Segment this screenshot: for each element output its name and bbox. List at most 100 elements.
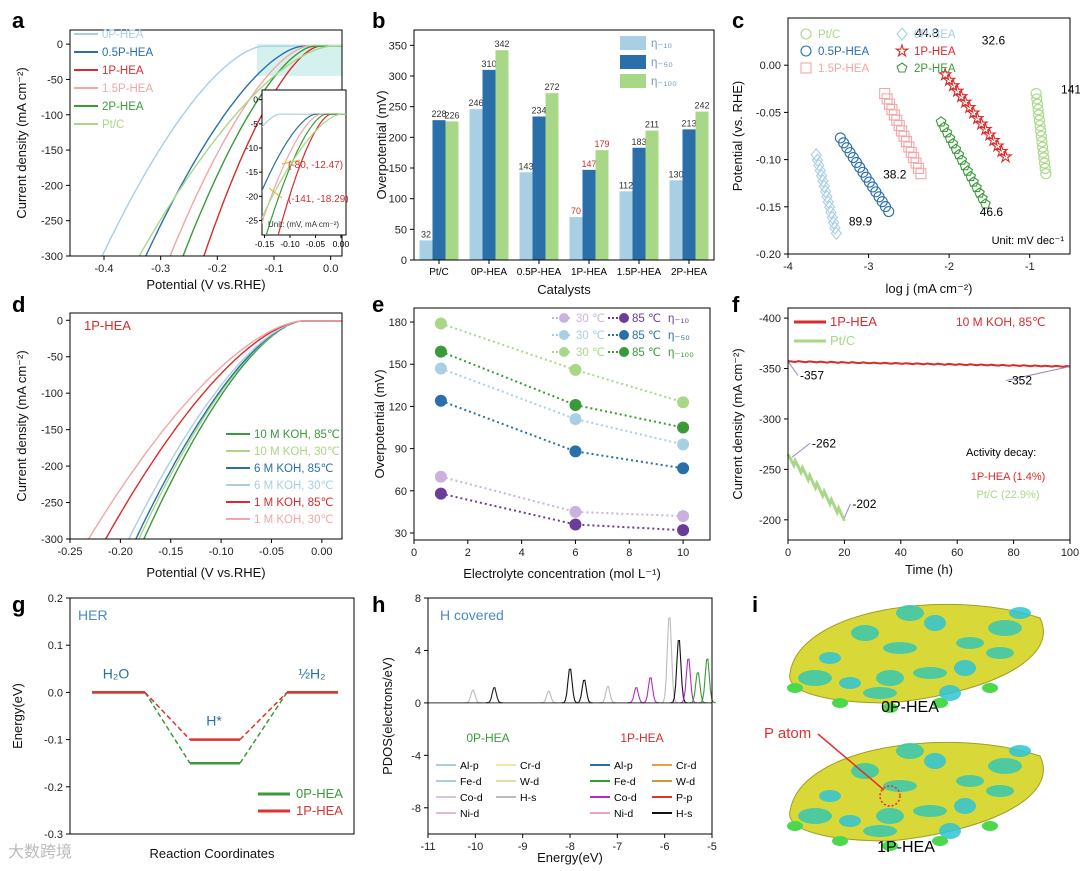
marker <box>1039 162 1051 174</box>
marker <box>822 195 835 209</box>
decay-value: Pt/C (22.9%) <box>977 489 1040 501</box>
y-tick-label: 350 <box>389 40 407 52</box>
plot-frame <box>69 597 355 835</box>
marker <box>998 149 1013 164</box>
data-point <box>677 396 690 409</box>
legend-label: 0P-HEA <box>296 786 343 801</box>
bar-1-5p-hea-0 <box>619 191 633 260</box>
series-line <box>440 367 684 446</box>
annotation-arrow <box>843 503 851 519</box>
y-axis-label: Current density (mA cm⁻²) <box>730 348 745 499</box>
plot-frame <box>787 307 1071 541</box>
curves <box>101 44 342 256</box>
marker <box>1040 168 1052 180</box>
x-tick-label: -0.3 <box>151 263 170 275</box>
y-tick-label: -0.05 <box>756 107 781 119</box>
state-label: ½H₂ <box>298 665 325 681</box>
legend-label: 1P-HEA <box>102 65 144 77</box>
bar-value-label: 32 <box>421 229 431 239</box>
panel-title: HER <box>78 607 108 623</box>
marker <box>974 187 985 198</box>
isosurface-green <box>832 698 848 708</box>
bar-value-label: 130 <box>668 169 683 179</box>
curve <box>138 320 342 539</box>
y-tick-label: -4 <box>411 750 421 762</box>
bar-value-label: 342 <box>494 39 509 49</box>
stability-curve-pt-c <box>786 453 846 522</box>
isosurface-cyan <box>986 785 1014 797</box>
y-tick-label: -50 <box>47 74 63 86</box>
legend-marker <box>619 313 629 323</box>
legend-label: 1P-HEA <box>830 314 877 329</box>
x-tick-label: 60 <box>951 547 963 559</box>
curve-2p-hea <box>182 45 342 256</box>
y-tick-label: -0.2 <box>44 782 63 794</box>
marker <box>1034 120 1046 132</box>
bar-value-label: 228 <box>431 109 446 119</box>
x-tick-label: -0.05 <box>259 546 284 558</box>
series-line <box>440 399 684 470</box>
marker <box>1038 157 1051 169</box>
x-tick-label: -10 <box>467 841 483 853</box>
panel-label-g: g <box>12 592 25 617</box>
category-label: 2P-HEA <box>671 267 707 278</box>
panel-label-i: i <box>752 592 758 617</box>
legend-label: H-s <box>676 808 692 820</box>
pdos-peak <box>561 668 579 704</box>
legend-label: 6 M KOH, 85℃ <box>254 463 333 475</box>
isosurface-cyan <box>863 687 897 699</box>
inset-x-tick-label: -0.15 <box>255 239 275 249</box>
panel-label-c: c <box>732 8 744 33</box>
pdos-peak <box>679 658 697 704</box>
data-point <box>569 518 582 531</box>
y-axis-label: Energy(eV) <box>10 683 25 749</box>
group-label: 1P-HEA <box>620 731 663 745</box>
pdos-peak <box>540 690 558 704</box>
marker <box>965 105 981 120</box>
marker <box>979 198 991 209</box>
curve <box>87 320 342 539</box>
data-point <box>569 363 582 376</box>
isosurface-green <box>932 698 948 708</box>
marker <box>956 154 968 165</box>
panel-title: H covered <box>440 607 504 623</box>
marker <box>896 62 908 73</box>
marker <box>1032 104 1044 116</box>
marker <box>950 143 962 154</box>
marker <box>1038 152 1050 164</box>
y-tick-label: 250 <box>389 102 407 114</box>
value-annotation: -262 <box>812 436 836 450</box>
x-tick-label: 100 <box>1061 547 1079 559</box>
legend-label: Al-p <box>460 760 479 772</box>
decay-title: Activity decay: <box>966 447 1036 459</box>
isosurface-green <box>882 841 898 851</box>
marker <box>819 184 832 199</box>
marker <box>1033 109 1045 121</box>
legend-label: Ni-d <box>614 808 633 820</box>
marker <box>894 43 910 58</box>
annotation-arrow <box>1005 366 1071 381</box>
y-axis-label: Current density (mA cm⁻²) <box>14 67 29 218</box>
bar-0-5p-hea-0 <box>519 172 533 260</box>
y-tick-label: 200 <box>389 132 407 144</box>
isosurface-cyan <box>988 758 1022 774</box>
energy-connector <box>239 691 288 764</box>
isosurface-green <box>882 703 898 713</box>
annotation-arrow <box>791 442 811 458</box>
value-annotation: -357 <box>800 368 824 382</box>
pdos-peak <box>464 689 482 704</box>
data-point <box>677 524 690 537</box>
y-tick-label: -150 <box>41 145 63 157</box>
panel-d: d 0 -50 -100 -150 -200 -250 -300 Current density… <box>12 292 343 580</box>
x-tick-label: -9 <box>518 841 528 853</box>
legend-label: 2P-HEA <box>102 101 144 113</box>
marker <box>977 121 993 136</box>
legend-label: Cr-d <box>520 760 541 772</box>
inset-annotation-arrow <box>281 159 301 165</box>
plot-frame <box>69 312 343 540</box>
y-tick-label: -0.10 <box>756 155 781 167</box>
x-tick-label: -4 <box>783 261 793 273</box>
annotation-arrow <box>787 361 799 376</box>
bar-pt-c-2 <box>445 121 459 261</box>
